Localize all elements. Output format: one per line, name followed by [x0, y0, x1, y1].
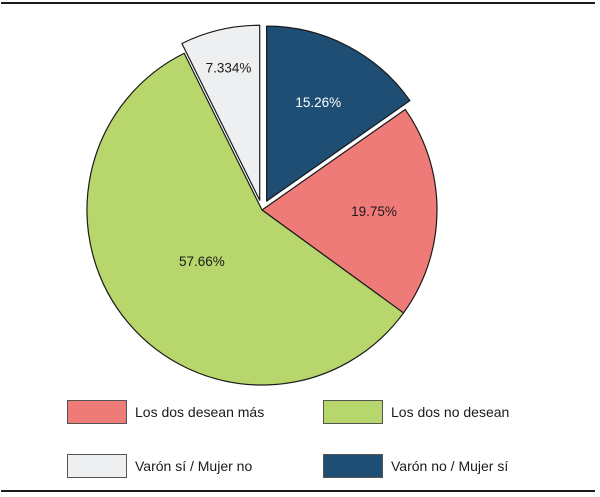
legend-swatch	[67, 400, 127, 424]
pie-chart: 15.26% 19.75% 57.66% 7.334%	[86, 24, 438, 386]
legend-item-varon-si-mujer-no: Varón sí / Mujer no	[67, 452, 252, 480]
legend-swatch	[323, 400, 383, 424]
legend-swatch	[323, 454, 383, 478]
legend-label: Varón no / Mujer sí	[391, 458, 509, 474]
legend-item-varon-no-mujer-si: Varón no / Mujer sí	[323, 452, 508, 480]
slice-data-label: 7.334%	[206, 60, 252, 75]
legend-label: Varón sí / Mujer no	[135, 458, 253, 474]
legend-swatch	[67, 454, 127, 478]
legend-item-los-dos-no-desean: Los dos no desean	[323, 398, 509, 426]
top-rule	[1, 2, 595, 4]
legend-item-los-dos-desean-mas: Los dos desean más	[67, 398, 264, 426]
pie-slice-3	[181, 24, 261, 201]
slice-data-label: 57.66%	[179, 254, 225, 269]
pie-slice-0	[266, 25, 411, 202]
legend-label: Los dos no desean	[391, 404, 510, 420]
bottom-rule	[1, 490, 595, 492]
legend-label: Los dos desean más	[135, 404, 265, 420]
pie-slice-2	[86, 52, 405, 386]
pie-slice-1	[261, 108, 438, 314]
slice-data-label: 19.75%	[351, 204, 397, 219]
slice-data-label: 15.26%	[295, 95, 341, 110]
